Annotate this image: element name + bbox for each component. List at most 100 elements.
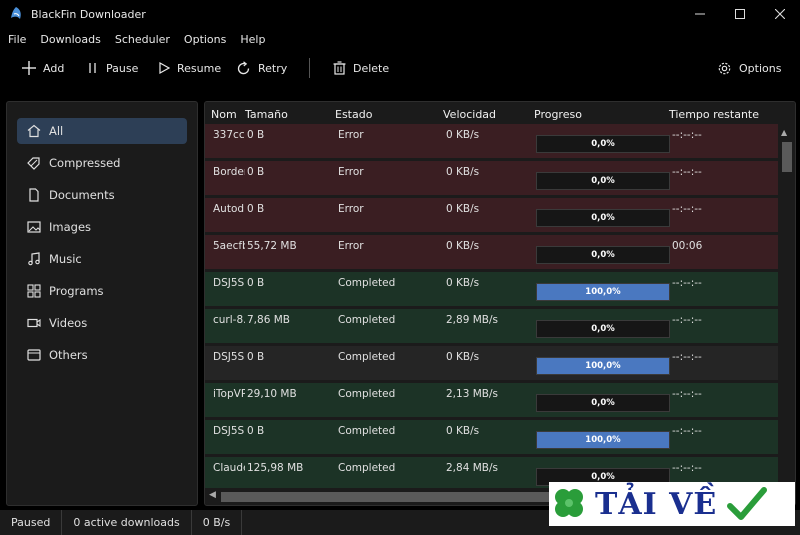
vertical-scroll-thumb[interactable]: [782, 142, 792, 172]
table-row[interactable]: DSJ5SI 0 B Completed 0 KB/s --:--:-- 100,0%: [205, 420, 779, 454]
menu-file[interactable]: File: [8, 32, 27, 46]
cell-status: Error: [338, 203, 364, 215]
tag-icon: [27, 157, 40, 170]
cell-size: 7,86 MB: [247, 314, 290, 326]
cell-name: DSJ5SI: [213, 425, 245, 437]
progress-bar: 100,0%: [536, 431, 670, 449]
add-label: Add: [43, 61, 65, 75]
horizontal-scroll-thumb[interactable]: [221, 492, 779, 502]
retry-label: Retry: [258, 61, 288, 75]
options-button[interactable]: Options: [717, 61, 781, 76]
others-icon: [27, 349, 41, 361]
vertical-scrollbar[interactable]: ▲: [778, 124, 795, 490]
sidebar-item-programs[interactable]: Programs: [17, 278, 187, 304]
progress-bar: 0,0%: [536, 135, 670, 153]
add-button[interactable]: Add: [22, 61, 64, 75]
cell-speed: 0 KB/s: [446, 240, 480, 252]
column-header-name[interactable]: Nom: [211, 108, 237, 121]
cell-remaining: --:--:--: [672, 129, 702, 141]
sidebar-item-videos[interactable]: Videos: [17, 310, 187, 336]
resume-button[interactable]: Resume: [158, 62, 221, 75]
delete-button[interactable]: Delete: [333, 61, 389, 75]
cell-size: 0 B: [247, 351, 265, 363]
maximize-icon: [735, 9, 745, 19]
column-header-remaining[interactable]: Tiempo restante: [669, 108, 760, 121]
sidebar-item-label: All: [49, 124, 64, 138]
progress-bar: 0,0%: [536, 320, 670, 338]
menu-scheduler[interactable]: Scheduler: [114, 32, 170, 46]
cell-remaining: --:--:--: [672, 425, 702, 437]
scroll-left-icon[interactable]: ◀: [209, 490, 216, 500]
sidebar-item-all[interactable]: All: [17, 118, 187, 144]
cell-size: 55,72 MB: [247, 240, 297, 252]
menu-options[interactable]: Options: [183, 32, 227, 46]
pause-button[interactable]: Pause: [87, 62, 138, 75]
sidebar-item-label: Programs: [49, 284, 104, 298]
play-icon: [159, 62, 170, 74]
progress-bar: 100,0%: [536, 357, 670, 375]
sidebar-item-label: Images: [49, 220, 92, 234]
sidebar-item-label: Documents: [49, 188, 115, 202]
downloads-table: Nom Tamaño Estado Velocidad Progreso Tie…: [204, 101, 796, 506]
cell-size: 125,98 MB: [247, 462, 304, 474]
cell-remaining: --:--:--: [672, 314, 702, 326]
status-speed: 0 B/s: [192, 510, 243, 535]
cell-name: curl-8.: [213, 314, 245, 326]
menu-help[interactable]: Help: [240, 32, 266, 46]
sidebar-item-images[interactable]: Images: [17, 214, 187, 240]
menu-downloads[interactable]: Downloads: [40, 32, 101, 46]
close-icon: [775, 9, 785, 19]
table-row[interactable]: 5aecfb55,72 MB Error 0 KB/s 00:06 0,0%: [205, 235, 779, 269]
table-row[interactable]: 337cc80 B Error 0 KB/s --:--:-- 0,0%: [205, 124, 779, 158]
minimize-button[interactable]: [680, 0, 720, 28]
maximize-button[interactable]: [720, 0, 760, 28]
cell-size: 0 B: [247, 277, 265, 289]
cell-size: 29,10 MB: [247, 388, 297, 400]
cell-remaining: --:--:--: [672, 277, 702, 289]
cell-status: Completed: [338, 314, 396, 326]
close-button[interactable]: [760, 0, 800, 28]
table-row[interactable]: DSJ5SI 0 B Completed 0 KB/s --:--:-- 100,0%: [205, 346, 779, 380]
sidebar-item-documents[interactable]: Documents: [17, 182, 187, 208]
cell-status: Error: [338, 166, 364, 178]
column-header-status[interactable]: Estado: [335, 108, 373, 121]
cell-name: DSJ5SI: [213, 277, 245, 289]
table-row[interactable]: Autod 0 B Error 0 KB/s --:--:-- 0,0%: [205, 198, 779, 232]
cell-size: 0 B: [247, 425, 265, 437]
scroll-up-icon[interactable]: ▲: [781, 128, 788, 137]
progress-bar: 100,0%: [536, 283, 670, 301]
cell-name: 337cc8: [213, 129, 245, 141]
table-row[interactable]: Border 0 B Error 0 KB/s --:--:-- 0,0%: [205, 161, 779, 195]
sidebar-item-music[interactable]: Music: [17, 246, 187, 272]
cell-name: 5aecfb: [213, 240, 245, 252]
cell-status: Completed: [338, 388, 396, 400]
cell-speed: 2,84 MB/s: [446, 462, 498, 474]
table-row[interactable]: curl-8. 7,86 MB Completed 2,89 MB/s --:--:--…: [205, 309, 779, 343]
cell-speed: 0 KB/s: [446, 277, 480, 289]
watermark-text: TẢI VỀ: [595, 486, 718, 522]
cell-name: Autod: [213, 203, 245, 215]
column-header-progress[interactable]: Progreso: [534, 108, 582, 121]
cell-speed: 0 KB/s: [446, 351, 480, 363]
progress-bar: 0,0%: [536, 246, 670, 264]
progress-label: 0,0%: [591, 398, 615, 408]
trash-icon: [333, 61, 346, 75]
sidebar-item-label: Others: [49, 348, 88, 362]
watermark-logo: TẢI VỀ: [549, 482, 795, 526]
gear-icon: [718, 62, 731, 74]
cell-size: 0 B: [247, 129, 265, 141]
sidebar-item-others[interactable]: Others: [17, 342, 187, 368]
sidebar-item-label: Videos: [49, 316, 88, 330]
cell-speed: 2,89 MB/s: [446, 314, 498, 326]
cell-speed: 2,13 MB/s: [446, 388, 498, 400]
sidebar-item-compressed[interactable]: Compressed: [17, 150, 187, 176]
cell-size: 0 B: [247, 166, 265, 178]
grid-icon: [27, 284, 41, 298]
progress-bar: 0,0%: [536, 172, 670, 190]
column-header-speed[interactable]: Velocidad: [443, 108, 497, 121]
retry-button[interactable]: Retry: [236, 60, 288, 76]
cell-remaining: --:--:--: [672, 388, 702, 400]
column-header-size[interactable]: Tamaño: [245, 108, 288, 121]
table-row[interactable]: iTopVP 29,10 MB Completed 2,13 MB/s --:--:--…: [205, 383, 779, 417]
table-row[interactable]: DSJ5SI 0 B Completed 0 KB/s --:--:-- 100,0%: [205, 272, 779, 306]
